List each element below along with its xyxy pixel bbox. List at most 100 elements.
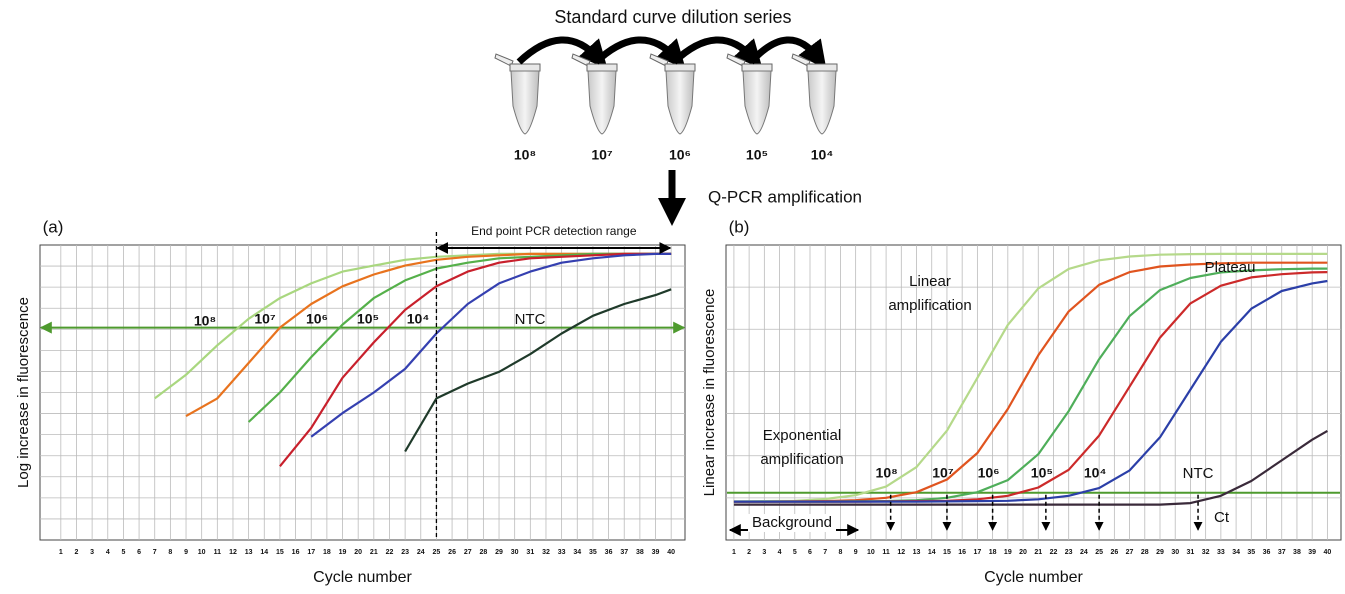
ct-label: 10⁵ [1031, 465, 1053, 481]
x-tick-label: 28 [1141, 549, 1149, 556]
x-tick-label: 6 [808, 549, 812, 556]
x-tick-label: 35 [1247, 549, 1255, 556]
tube-lid [494, 53, 514, 67]
panel-label: (b) [729, 217, 750, 236]
x-tick-label: 40 [667, 549, 675, 556]
x-tick-label: 22 [386, 549, 394, 556]
tube-rim [586, 63, 618, 72]
dilution-arrow [748, 36, 827, 70]
x-tick-label: 38 [636, 549, 644, 556]
x-tick-label: 6 [137, 549, 141, 556]
tube-lid [791, 53, 811, 67]
x-tick-label: 18 [323, 549, 331, 556]
x-tick-label: 8 [168, 549, 172, 556]
x-tick-label: 25 [433, 549, 441, 556]
x-tick-label: 5 [121, 549, 125, 556]
tube-label: 10⁶ [669, 147, 691, 163]
ct-label: 10⁶ [978, 465, 1000, 481]
x-tick-label: 4 [106, 549, 110, 556]
tube-rim [806, 63, 838, 72]
tube [742, 70, 772, 135]
range-label-bg [438, 224, 669, 240]
x-tick-label: 26 [1110, 549, 1118, 556]
x-tick-label: 21 [1034, 549, 1042, 556]
x-tick-label: 39 [1308, 549, 1316, 556]
step-label: Q-PCR amplification [708, 187, 862, 206]
tube [665, 70, 695, 135]
x-tick-label: 31 [1187, 549, 1195, 556]
x-tick-label: 11 [882, 549, 890, 556]
x-tick-label: 3 [762, 549, 766, 556]
ct-label: 10⁴ [1084, 465, 1107, 481]
x-axis-label: Cycle number [313, 569, 412, 586]
x-tick-label: 8 [838, 549, 842, 556]
x-tick-label: 24 [1080, 549, 1088, 556]
annotation: Plateau [1205, 259, 1256, 276]
ct-text: Ct [1214, 509, 1230, 526]
x-tick-label: 16 [958, 549, 966, 556]
x-axis-label: Cycle number [984, 569, 1083, 586]
figure-title: Standard curve dilution series [554, 7, 791, 27]
x-tick-label: 25 [1095, 549, 1103, 556]
tube-rim [741, 63, 773, 72]
x-tick-label: 33 [1217, 549, 1225, 556]
x-tick-label: 1 [59, 549, 63, 556]
panel-label: (a) [43, 217, 64, 236]
x-tick-label: 34 [1232, 549, 1240, 556]
ct-label: NTC [1183, 465, 1214, 482]
x-tick-label: 5 [793, 549, 797, 556]
annotation: amplification [888, 297, 971, 314]
x-tick-label: 37 [620, 549, 628, 556]
tube-rim [509, 63, 541, 72]
tube-lid [649, 53, 669, 67]
x-tick-label: 12 [229, 549, 237, 556]
x-tick-label: 29 [1156, 549, 1164, 556]
x-tick-label: 2 [747, 549, 751, 556]
range-label: End point PCR detection range [471, 224, 637, 238]
x-tick-label: 32 [542, 549, 550, 556]
x-tick-label: 27 [1126, 549, 1134, 556]
x-tick-label: 21 [370, 549, 378, 556]
x-tick-label: 1 [732, 549, 736, 556]
x-tick-label: 15 [943, 549, 951, 556]
x-tick-label: 35 [589, 549, 597, 556]
x-tick-label: 27 [464, 549, 472, 556]
x-tick-label: 20 [354, 549, 362, 556]
y-axis-label: Log increase in fluorescence [15, 297, 32, 488]
annotation: Exponential [763, 427, 841, 444]
x-tick-label: 30 [511, 549, 519, 556]
tube [510, 70, 540, 135]
curve-label: 10⁴ [407, 311, 430, 327]
x-tick-label: 15 [276, 549, 284, 556]
series-line [404, 288, 672, 453]
x-tick-label: 39 [652, 549, 660, 556]
x-tick-label: 20 [1019, 549, 1027, 556]
x-tick-label: 10 [198, 549, 206, 556]
x-tick-label: 14 [260, 549, 268, 556]
x-tick-label: 2 [75, 549, 79, 556]
series-line [733, 429, 1328, 506]
x-tick-label: 13 [913, 549, 921, 556]
tube-label: 10⁵ [746, 147, 768, 163]
series-line [310, 252, 672, 438]
x-tick-label: 38 [1293, 549, 1301, 556]
x-tick-label: 12 [897, 549, 905, 556]
x-tick-label: 22 [1050, 549, 1058, 556]
x-tick-label: 4 [778, 549, 782, 556]
annotation: Linear [909, 273, 951, 290]
x-tick-label: 26 [448, 549, 456, 556]
annotation: Background [752, 514, 832, 531]
x-tick-label: 40 [1323, 549, 1331, 556]
x-tick-label: 14 [928, 549, 936, 556]
background-label-bg [748, 514, 836, 532]
tube [587, 70, 617, 135]
tube-label: 10⁸ [514, 147, 536, 163]
x-tick-label: 36 [605, 549, 613, 556]
tube-label: 10⁴ [811, 147, 834, 163]
ct-label: 10⁷ [932, 465, 954, 481]
curve-label: NTC [515, 311, 546, 328]
annotation: amplification [760, 451, 843, 468]
x-tick-label: 37 [1278, 549, 1286, 556]
x-tick-label: 9 [184, 549, 188, 556]
